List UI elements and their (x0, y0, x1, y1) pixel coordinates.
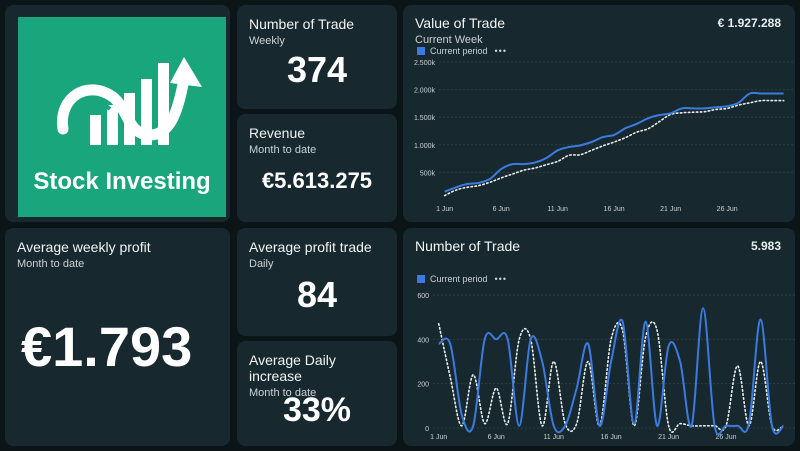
kpi-value: €1.793 (21, 315, 193, 378)
kpi-value: 84 (296, 274, 338, 315)
kpi-title: Number of Trade (249, 16, 355, 32)
kpi-number-of-trade: Number of Trade Weekly 374 (237, 5, 397, 109)
logo-card: Stock Investing (5, 5, 230, 222)
number-of-trade-chart: 600 400 200 01 Jun 6 Jun 11 Jun 16 Jun 21 Jun 26… (417, 293, 795, 441)
x-tick-label: 1 Jun (436, 206, 453, 213)
growth-chart-icon (57, 57, 202, 145)
logo-text: Stock Investing (33, 168, 211, 195)
y-tick-label: 400 (417, 337, 429, 344)
y-tick-label: 600 (417, 293, 429, 300)
y-tick-label: 2.500k (414, 60, 436, 67)
kpi-subtitle: Month to date (249, 144, 317, 156)
chart-subtitle: Current Week (415, 34, 483, 46)
kpi-title: Average Daily increase (249, 352, 336, 384)
legend-swatch-current (417, 275, 425, 283)
chart-total: 5.983 (750, 239, 781, 253)
y-tick-label: 0 (425, 426, 429, 433)
kpi-value: 374 (286, 49, 348, 90)
x-tick-label: 1 Jun (430, 434, 447, 441)
y-tick-label: 1.500k (414, 115, 436, 122)
stock-investing-logo: Stock Investing (18, 17, 226, 217)
legend-previous-marker: ••• (494, 46, 507, 56)
chart-title: Value of Trade (415, 15, 506, 31)
value-of-trade-chart: 2.500k 2.000k 1.500k 1.000k 500k 1 Jun 6 Jun 11… (414, 60, 795, 213)
y-tick-label: 2.000k (414, 88, 436, 95)
x-tick-label: 26 Jun (716, 434, 737, 441)
x-tick-label: 21 Jun (660, 206, 681, 213)
kpi-title: Average weekly profit (17, 239, 151, 255)
y-tick-label: 200 (417, 382, 429, 389)
kpi-average-weekly-profit: Average weekly profit Month to date €1.7… (5, 228, 230, 446)
x-tick-label: 11 Jun (543, 434, 564, 441)
series-line-current (444, 91, 784, 193)
legend-label-current: Current period (430, 274, 488, 284)
chart-legend[interactable]: Current period ••• (417, 274, 507, 284)
kpi-title: Average profit trade (249, 239, 372, 255)
kpi-subtitle: Weekly (249, 35, 285, 47)
series-line-previous (437, 321, 785, 433)
x-tick-label: 6 Jun (493, 206, 510, 213)
kpi-revenue: Revenue Month to date €5.613.275 (237, 114, 397, 222)
kpi-subtitle: Month to date (249, 387, 317, 399)
series-line-current (438, 307, 785, 436)
chart-total: € 1.927.288 (717, 16, 781, 30)
y-tick-label: 1.000k (414, 143, 436, 150)
x-tick-label: 21 Jun (658, 434, 679, 441)
kpi-average-profit-trade: Average profit trade Daily 84 (237, 228, 397, 336)
legend-swatch-current (417, 47, 425, 55)
number-of-trade-chart-card: Number of Trade 5.983 Current period •••… (403, 228, 795, 446)
x-tick-label: 26 Jun (717, 206, 738, 213)
y-tick-label: 500k (420, 170, 436, 177)
kpi-value: 33% (282, 391, 352, 429)
kpi-title: Revenue (249, 125, 306, 141)
chart-title: Number of Trade (415, 238, 521, 254)
legend-previous-marker: ••• (494, 274, 507, 284)
legend-label-current: Current period (430, 46, 488, 56)
kpi-subtitle: Daily (249, 258, 274, 270)
x-tick-label: 16 Jun (604, 206, 625, 213)
kpi-value: €5.613.275 (261, 168, 373, 193)
kpi-average-daily-increase: Average Daily increase Month to date 33% (237, 341, 397, 446)
series-line-previous (443, 99, 785, 197)
chart-legend[interactable]: Current period ••• (417, 46, 507, 56)
value-of-trade-chart-card: Value of Trade Current Week € 1.927.288 … (403, 5, 795, 222)
x-tick-label: 16 Jun (601, 434, 622, 441)
x-tick-label: 6 Jun (488, 434, 505, 441)
kpi-subtitle: Month to date (17, 258, 85, 270)
x-tick-label: 11 Jun (547, 206, 568, 213)
